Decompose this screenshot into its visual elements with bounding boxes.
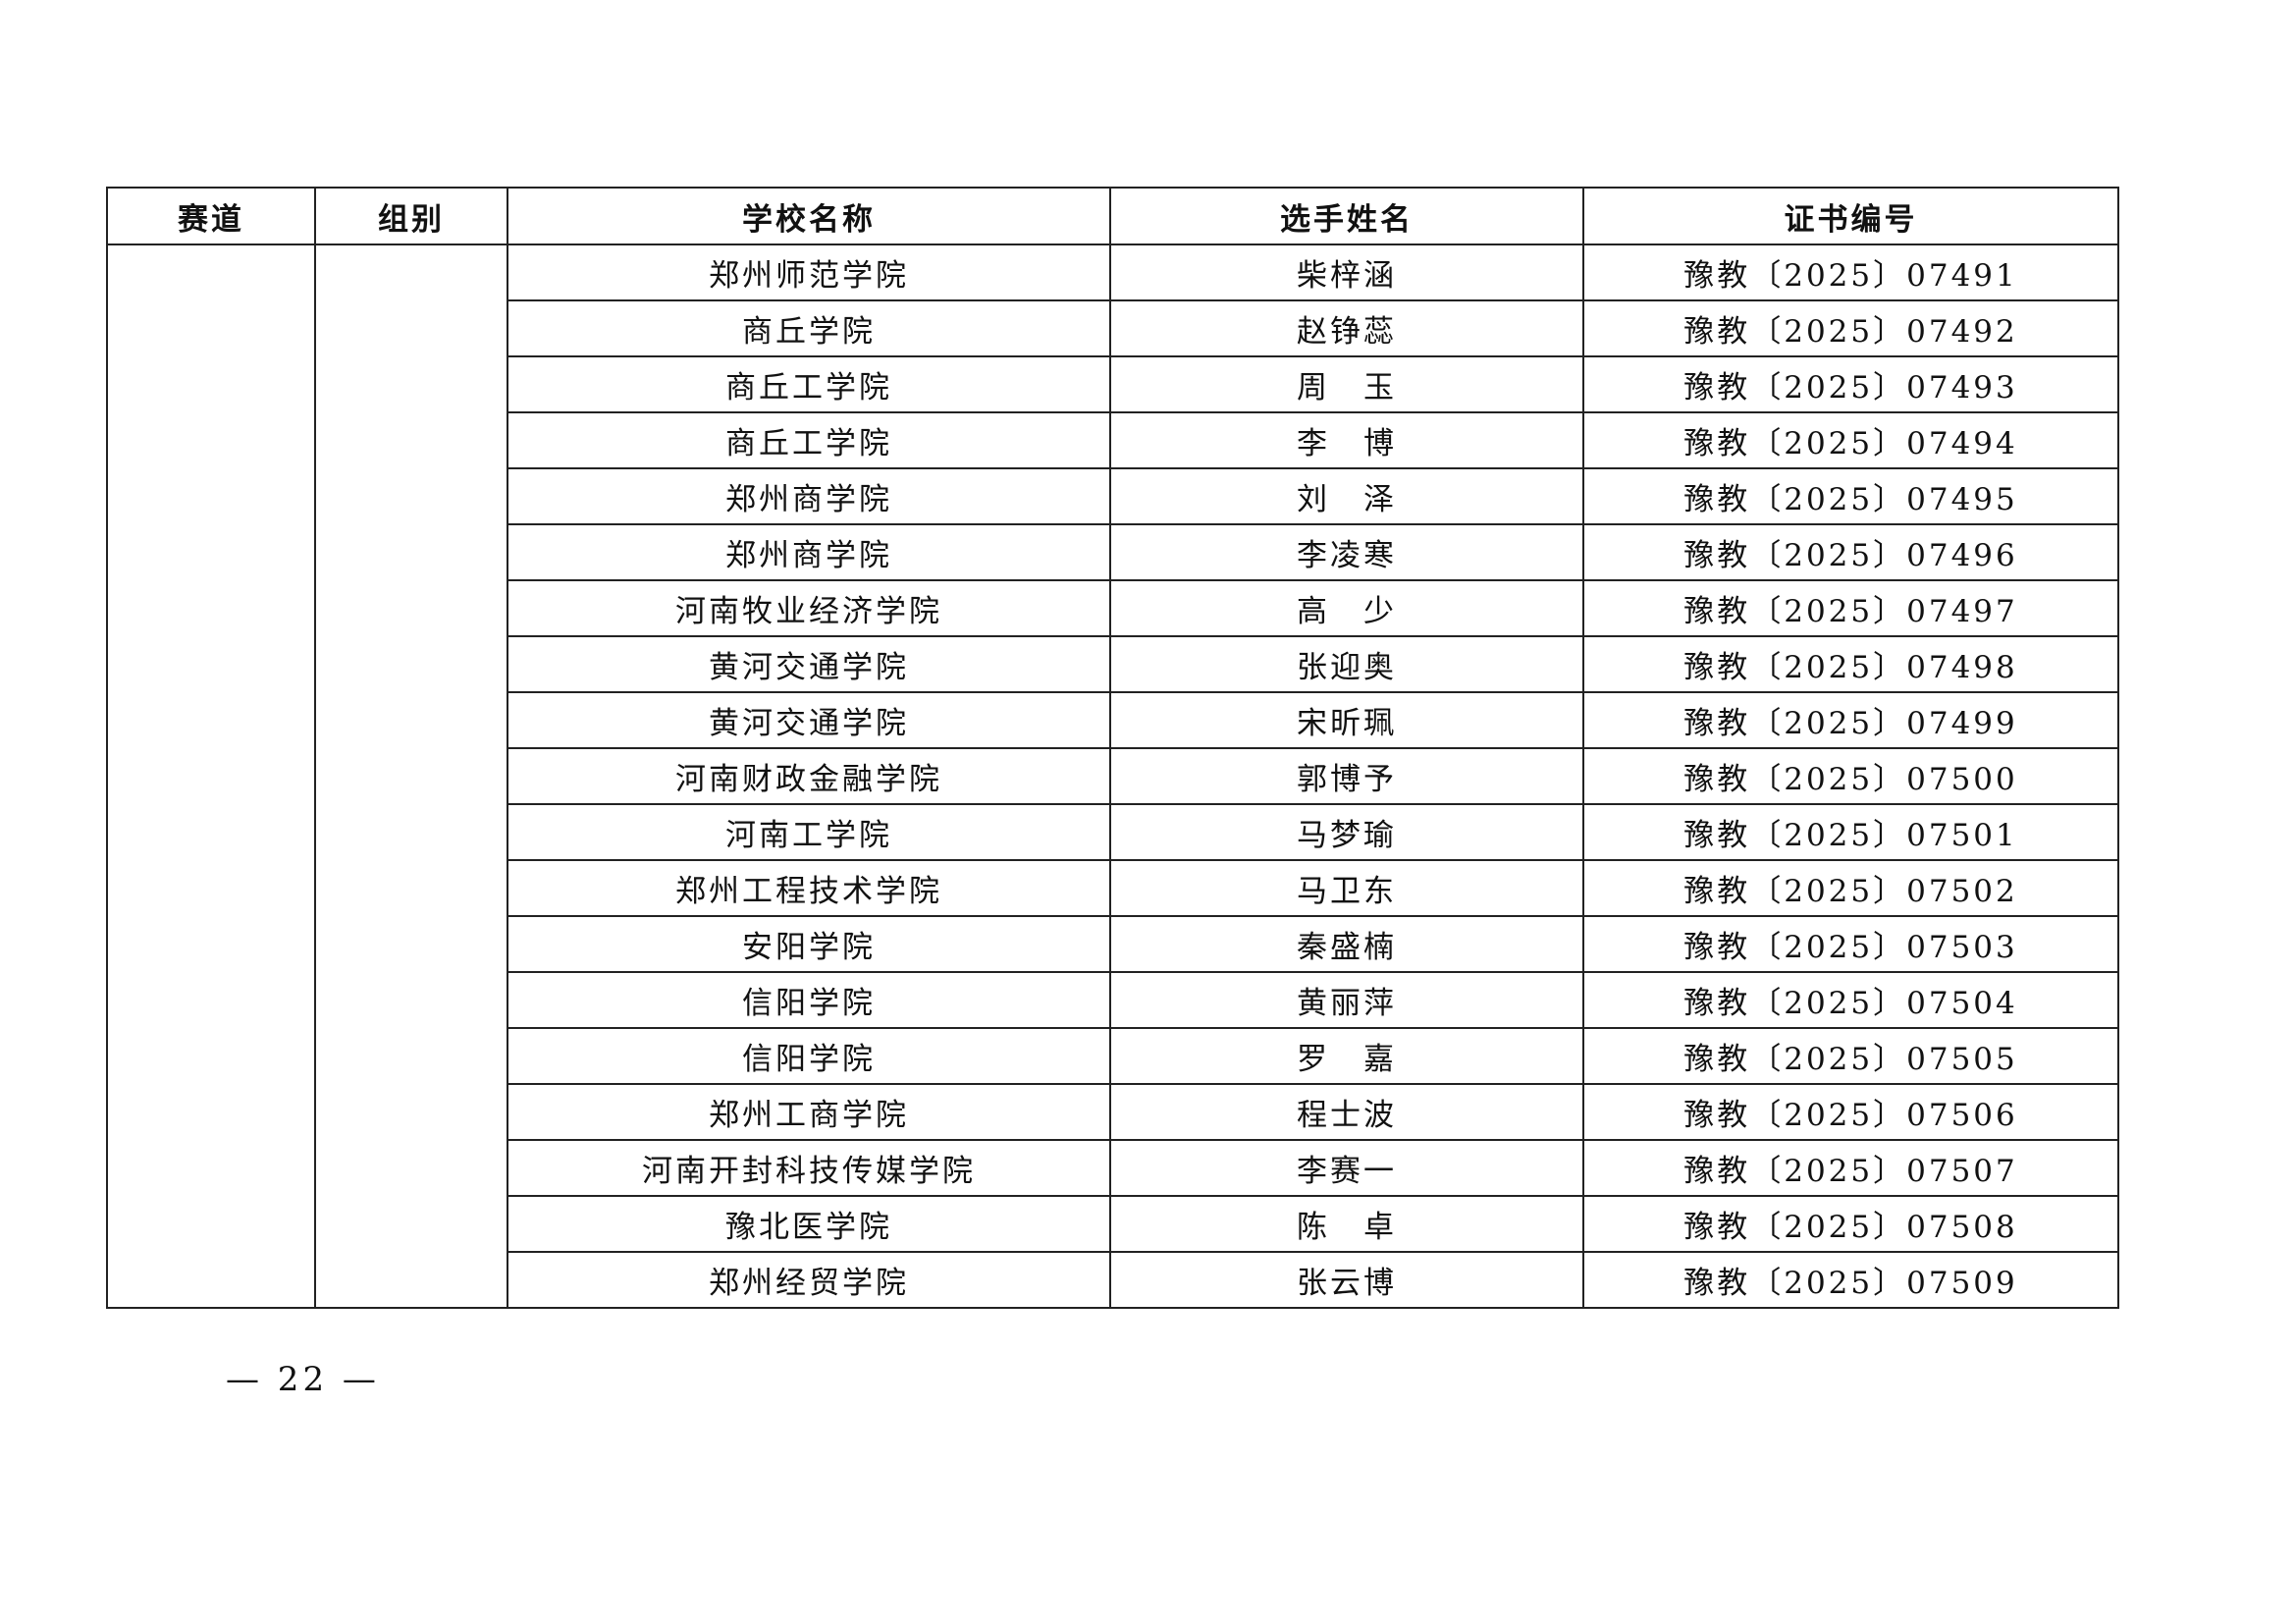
school-cell: 郑州工程技术学院 (507, 859, 1111, 917)
table-row: 商丘工学院周 玉豫教〔2025〕07493 (107, 355, 2119, 413)
certificate-number-cell: 豫教〔2025〕07505 (1582, 1027, 2119, 1085)
contestant-name-cell: 刘 泽 (1109, 467, 1584, 525)
certificate-number-cell: 豫教〔2025〕07496 (1582, 523, 2119, 581)
contestant-name-cell: 宋昕珮 (1109, 691, 1584, 749)
school-cell: 信阳学院 (507, 971, 1111, 1029)
table-row: 河南工学院 马梦瑜 豫教〔2025〕07501 (107, 803, 2119, 861)
table-row: 郑州商学院 李凌寒 豫教〔2025〕07496 (107, 523, 2119, 581)
contestant-name-cell: 赵铮蕊 (1109, 299, 1584, 357)
certificate-number-cell: 豫教〔2025〕07494 (1582, 411, 2119, 469)
certificate-number-cell: 豫教〔2025〕07499 (1582, 691, 2119, 749)
table-row: 信阳学院罗 嘉豫教〔2025〕07505 (107, 1027, 2119, 1085)
table-header-row: 赛道 组别 学校名称 选手姓名 证书编号 (106, 187, 2119, 245)
school-cell: 郑州商学院 (507, 467, 1111, 525)
school-cell: 河南财政金融学院 (507, 747, 1111, 805)
contestant-name-cell: 张迎奥 (1109, 635, 1584, 693)
school-cell: 河南牧业经济学院 (507, 579, 1111, 637)
table-row: 郑州师范学院 柴梓涵 豫教〔2025〕07491 (106, 244, 2119, 1309)
school-cell: 河南开封科技传媒学院 (507, 1139, 1111, 1197)
track-cell (106, 244, 316, 1309)
contestant-name-cell: 张云博 (1109, 1251, 1584, 1309)
table-row: 豫北医学院陈 卓豫教〔2025〕07508 (107, 1195, 2119, 1253)
contestant-name-cell: 秦盛楠 (1109, 915, 1584, 973)
school-cell: 郑州商学院 (507, 523, 1111, 581)
contestant-name-cell: 马卫东 (1109, 859, 1584, 917)
contestant-name-cell: 马梦瑜 (1109, 803, 1584, 861)
certificate-number-cell: 豫教〔2025〕07497 (1582, 579, 2119, 637)
school-cell: 信阳学院 (507, 1027, 1111, 1085)
table-row: 黄河交通学院 张迎奥 豫教〔2025〕07498 (107, 635, 2119, 693)
contestant-name-cell: 高 少 (1109, 579, 1584, 637)
school-cell: 河南工学院 (507, 803, 1111, 861)
certificate-number-cell: 豫教〔2025〕07492 (1582, 299, 2119, 357)
table-row: 信阳学院 黄丽萍 豫教〔2025〕07504 (107, 971, 2119, 1029)
school-cell: 安阳学院 (507, 915, 1111, 973)
certificate-number-cell: 豫教〔2025〕07504 (1582, 971, 2119, 1029)
school-cell: 郑州师范学院 (507, 244, 1111, 301)
table-row: 安阳学院 秦盛楠 豫教〔2025〕07503 (107, 915, 2119, 973)
school-cell: 黄河交通学院 (507, 691, 1111, 749)
certificate-number-cell: 豫教〔2025〕07500 (1582, 747, 2119, 805)
award-table: 赛道 组别 学校名称 选手姓名 证书编号 郑州师范学院 柴梓涵 豫教〔2025〕07… (106, 187, 2119, 1309)
certificate-number-cell: 豫教〔2025〕07495 (1582, 467, 2119, 525)
table-row: 商丘学院 赵铮蕊 豫教〔2025〕07492 (107, 299, 2119, 357)
table-row: 河南牧业经济学院高 少豫教〔2025〕07497 (107, 579, 2119, 637)
certificate-number-cell: 豫教〔2025〕07498 (1582, 635, 2119, 693)
certificate-number-cell: 豫教〔2025〕07507 (1582, 1139, 2119, 1197)
table-row: 郑州经贸学院 张云博 豫教〔2025〕07509 (107, 1251, 2119, 1309)
header-track: 赛道 (106, 187, 316, 245)
contestant-name-cell: 陈 卓 (1109, 1195, 1584, 1253)
table-row: 郑州商学院刘 泽豫教〔2025〕07495 (107, 467, 2119, 525)
school-cell: 郑州经贸学院 (507, 1251, 1111, 1309)
table-row: 郑州工商学院 程士波 豫教〔2025〕07506 (107, 1083, 2119, 1141)
table-row: 河南财政金融学院 郭博予 豫教〔2025〕07500 (107, 747, 2119, 805)
contestant-name-cell: 程士波 (1109, 1083, 1584, 1141)
contestant-name-cell: 周 玉 (1109, 355, 1584, 413)
header-school: 学校名称 (507, 187, 1111, 245)
school-cell: 商丘学院 (507, 299, 1111, 357)
school-cell: 豫北医学院 (507, 1195, 1111, 1253)
page-number: — 22 — (226, 1360, 380, 1399)
contestant-name-cell: 郭博予 (1109, 747, 1584, 805)
contestant-name-cell: 罗 嘉 (1109, 1027, 1584, 1085)
certificate-number-cell: 豫教〔2025〕07501 (1582, 803, 2119, 861)
certificate-number-cell: 豫教〔2025〕07508 (1582, 1195, 2119, 1253)
contestant-name-cell: 李 博 (1109, 411, 1584, 469)
contestant-name-cell: 柴梓涵 (1109, 244, 1584, 301)
certificate-number-cell: 豫教〔2025〕07493 (1582, 355, 2119, 413)
contestant-name-cell: 李凌寒 (1109, 523, 1584, 581)
group-cell (314, 244, 508, 1309)
table-row: 郑州工程技术学院 马卫东 豫教〔2025〕07502 (107, 859, 2119, 917)
certificate-number-cell: 豫教〔2025〕07491 (1582, 244, 2119, 301)
contestant-name-cell: 李赛一 (1109, 1139, 1584, 1197)
school-cell: 黄河交通学院 (507, 635, 1111, 693)
school-cell: 商丘工学院 (507, 411, 1111, 469)
certificate-number-cell: 豫教〔2025〕07502 (1582, 859, 2119, 917)
header-name: 选手姓名 (1109, 187, 1584, 245)
contestant-name-cell: 黄丽萍 (1109, 971, 1584, 1029)
school-cell: 商丘工学院 (507, 355, 1111, 413)
certificate-number-cell: 豫教〔2025〕07509 (1582, 1251, 2119, 1309)
header-cert: 证书编号 (1582, 187, 2119, 245)
table-row: 河南开封科技传媒学院 李赛一 豫教〔2025〕07507 (107, 1139, 2119, 1197)
table-row: 黄河交通学院 宋昕珮 豫教〔2025〕07499 (107, 691, 2119, 749)
school-cell: 郑州工商学院 (507, 1083, 1111, 1141)
table-row: 商丘工学院李 博豫教〔2025〕07494 (107, 411, 2119, 469)
certificate-number-cell: 豫教〔2025〕07503 (1582, 915, 2119, 973)
certificate-number-cell: 豫教〔2025〕07506 (1582, 1083, 2119, 1141)
header-group: 组别 (314, 187, 508, 245)
